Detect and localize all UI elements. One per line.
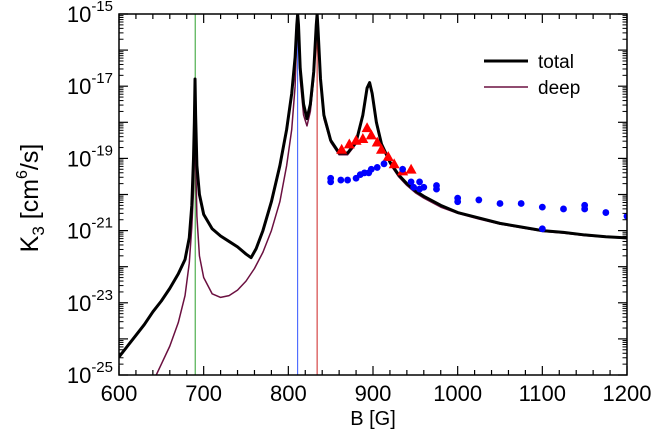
triangle-point (336, 143, 348, 154)
circle-point (416, 178, 423, 186)
circle-point (496, 200, 504, 207)
triangle-point (382, 151, 394, 161)
y-axis-title-unit-close: /s] (16, 144, 44, 170)
y-tick-label: 10-25 (67, 359, 113, 388)
reference-lines (194, 14, 318, 375)
circle-point (327, 178, 335, 186)
y-axis-title-sub: 3 (29, 226, 48, 235)
circle-point (602, 209, 610, 216)
circle-point (367, 165, 375, 173)
legend-total-label: total (538, 52, 574, 73)
circle-point (517, 200, 525, 207)
circle-point (538, 203, 546, 211)
circle-point (420, 183, 428, 191)
triangle-point (388, 158, 400, 169)
circle-point (538, 225, 546, 233)
circle-point (454, 198, 462, 206)
x-tick-label: 800 (270, 381, 307, 406)
y-tick-labels: 10-25 10-23 10-21 10-19 10-17 10-15 (67, 0, 113, 388)
deep-curve (155, 15, 627, 375)
y-tick-label: 10-23 (67, 287, 113, 316)
triangle-point (365, 129, 377, 140)
x-tick-label: 1000 (433, 381, 482, 406)
triangle-point (357, 133, 369, 143)
circle-point (433, 182, 440, 189)
circle-point (581, 201, 589, 209)
y-axis-title: K3 [cm6/s] (14, 144, 48, 253)
data-markers (327, 122, 627, 233)
circle-point (373, 164, 381, 171)
triangle-point (343, 138, 355, 149)
triangle-point (375, 143, 387, 154)
triangle-point (361, 122, 373, 133)
y-tick-label: 10-15 (67, 0, 113, 27)
circle-point (475, 196, 483, 204)
axis-ticks (118, 13, 628, 376)
y-axis-title-sup: 6 (14, 170, 31, 179)
circle-point (407, 178, 415, 186)
x-tick-label: 1100 (519, 381, 566, 406)
triangle-point (405, 163, 417, 174)
legend-deep-label: deep (538, 78, 580, 99)
y-axis-title-base: K (16, 235, 44, 252)
x-tick-labels: 600 700 800 900 1000 1100 1200 (101, 381, 652, 406)
x-tick-label: 600 (101, 381, 138, 406)
triangle-point (371, 136, 383, 147)
circle-point (344, 176, 351, 184)
legend: total deep (484, 52, 580, 99)
y-tick-label: 10-19 (67, 142, 113, 171)
x-tick-label: 700 (185, 381, 222, 406)
circle-point (380, 160, 388, 168)
circle-point (623, 212, 627, 220)
y-tick-label: 10-17 (67, 70, 113, 99)
circle-point (560, 205, 567, 213)
circle-point (399, 165, 407, 173)
x-axis-title: B [G] (350, 408, 396, 430)
circle-point (337, 176, 345, 184)
y-tick-label: 10-21 (67, 215, 113, 244)
circle-point (410, 183, 418, 191)
y-axis-title-unit-open: [cm (16, 179, 44, 226)
x-tick-label: 1200 (603, 381, 652, 406)
x-tick-label: 900 (355, 381, 392, 406)
